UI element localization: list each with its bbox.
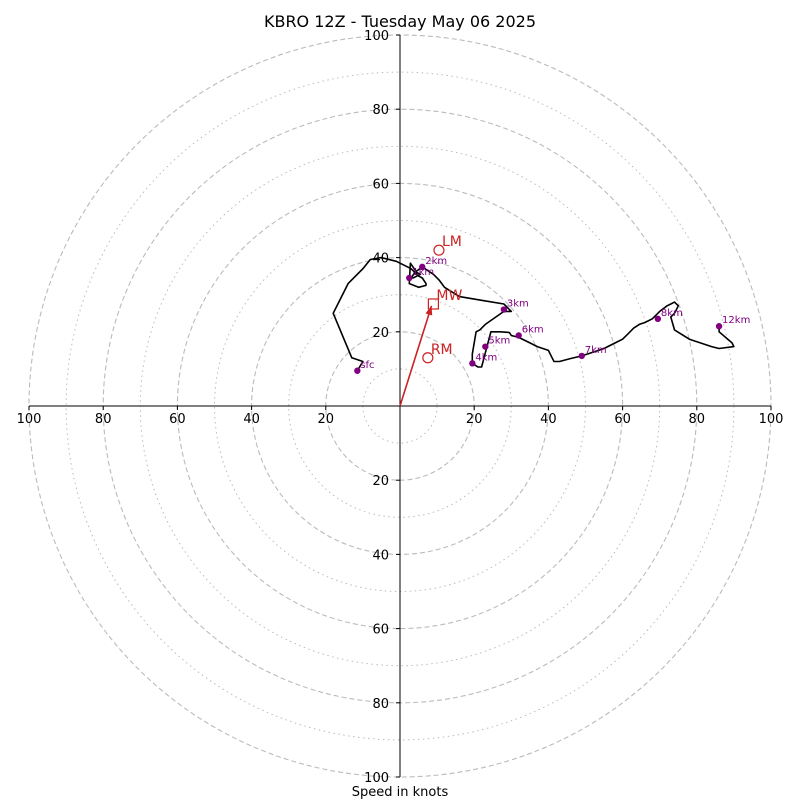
storm-motion-marker-lm: [433, 244, 445, 256]
storm-motion-label-rm: RM: [431, 342, 453, 358]
y-tick-label: 80: [372, 103, 389, 118]
height-marker-3km: [500, 306, 508, 313]
storm-motion-label-mw: MW: [436, 288, 462, 304]
height-marker-1km: [406, 274, 413, 282]
mean-wind-arrow: [399, 305, 433, 407]
y-tick-label: 60: [372, 177, 389, 192]
hodograph-line: [332, 256, 735, 372]
mean-wind-arrowhead: [425, 305, 433, 316]
height-marker-2km: [419, 263, 426, 271]
storm-motion-label-lm: LM: [442, 234, 462, 250]
y-tick-label: 100: [364, 771, 389, 786]
x-tick-label: 60: [169, 412, 186, 427]
y-tick-label: 100: [364, 29, 389, 44]
height-label-1km: 1km: [412, 267, 434, 278]
y-tick-label: 40: [372, 548, 389, 563]
x-tick-label: 40: [540, 412, 557, 427]
height-marker-sfc: [354, 367, 361, 374]
y-tick-label: 40: [372, 252, 389, 267]
height-marker-12km: [715, 323, 723, 330]
x-tick-label: 60: [614, 412, 631, 427]
height-label-7km: 7km: [585, 345, 607, 356]
height-label-sfc: sfc: [360, 360, 374, 371]
height-marker-5km: [482, 343, 489, 350]
axis-ticks: 100 100 80 80 60 60 40 40 20 20 20 20 40 40 60 60 80 80 10…: [17, 29, 784, 786]
height-marker-6km: [515, 332, 522, 339]
storm-motion-marker-mw: [427, 298, 439, 310]
height-label-5km: 5km: [488, 336, 510, 347]
y-tick-label: 60: [372, 623, 389, 638]
height-label-6km: 6km: [522, 325, 544, 336]
x-tick-label: 80: [689, 412, 706, 427]
x-tick-label: 20: [466, 412, 483, 427]
x-tick-label: 100: [759, 412, 784, 427]
y-tick-label: 20: [372, 474, 389, 489]
height-marker-7km: [578, 352, 585, 360]
chart-title: KBRO 12Z - Tuesday May 06 2025: [264, 12, 536, 31]
height-marker-4km: [469, 360, 476, 367]
height-label-12km: 12km: [722, 315, 750, 326]
height-label-3km: 3km: [507, 299, 529, 310]
y-tick-label: 20: [372, 326, 389, 341]
x-tick-label: 80: [95, 412, 112, 427]
x-tick-label: 40: [243, 412, 260, 427]
storm-motion-marker-rm: [422, 352, 434, 364]
x-tick-label: 20: [318, 412, 335, 427]
hodograph-trace-group: [332, 256, 735, 372]
height-label-8km: 8km: [661, 308, 683, 319]
x-axis-label: Speed in knots: [352, 785, 449, 800]
height-label-4km: 4km: [475, 352, 497, 363]
height-marker-8km: [654, 315, 662, 323]
storm-motion-group: LM MW RM: [399, 234, 462, 407]
x-tick-label: 100: [17, 412, 42, 427]
y-tick-label: 80: [372, 697, 389, 712]
height-label-2km: 2km: [425, 256, 447, 267]
